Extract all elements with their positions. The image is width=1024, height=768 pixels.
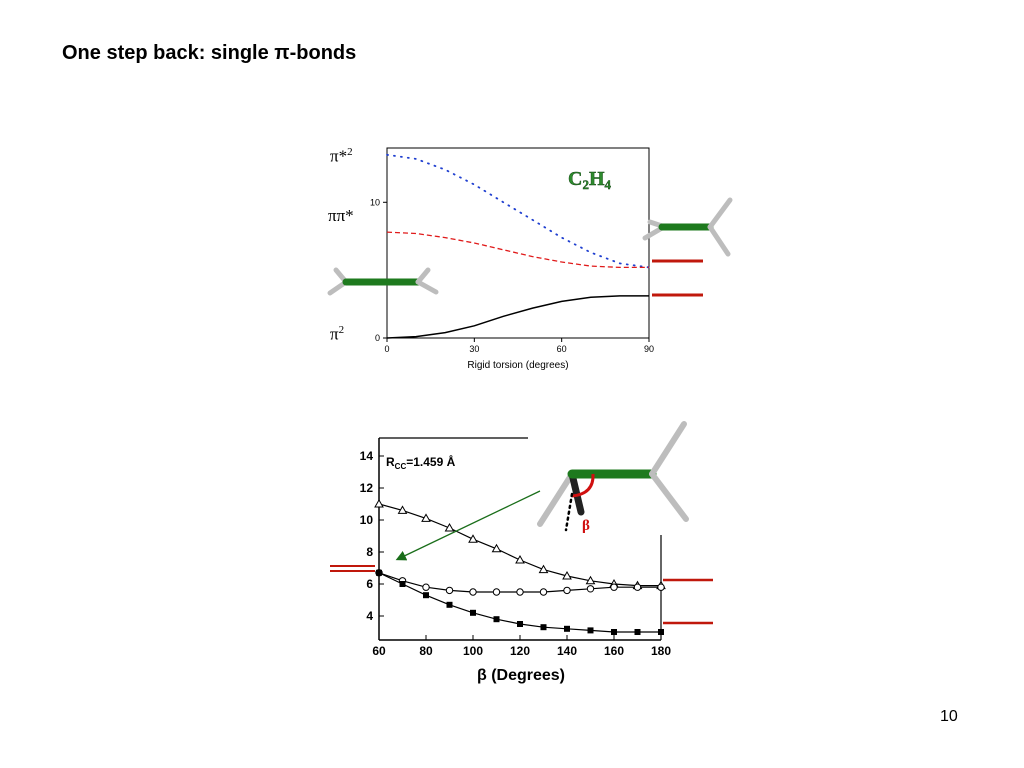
top-plot-xlabel: Rigid torsion (degrees) xyxy=(467,360,568,371)
top-xtick-label: 30 xyxy=(469,344,479,354)
bottom-point-triangle xyxy=(562,570,572,580)
bottom-point-triangle xyxy=(468,534,478,543)
bottom-ytick-label: 8 xyxy=(366,545,373,559)
bottom-point-circle xyxy=(633,583,642,591)
top-plot-ticks: 0 30 60 90 0 10 xyxy=(370,197,654,354)
slide-number: 10 xyxy=(940,708,958,725)
beta-energy-chart: 60 80 100 120 140 160 180 4 6 8 10 12 14 β (Degrees)… xyxy=(330,421,713,684)
state-label-pi-star-squared: π*2 xyxy=(330,146,353,166)
bottom-ytick-label: 10 xyxy=(360,513,374,527)
torsion-energy-chart: 0 30 60 90 0 10 Rigid torsion (degrees) C2H4 xyxy=(327,147,733,371)
state-label-pi-pi-star: ππ* xyxy=(328,206,354,225)
bottom-point-triangle xyxy=(374,498,384,508)
bottom-xtick-label: 80 xyxy=(419,644,433,658)
molecule-label: C2H4 xyxy=(568,168,612,192)
bottom-point-square xyxy=(587,627,594,634)
bottom-ytick-label: 6 xyxy=(366,577,373,591)
bottom-xtick-label: 180 xyxy=(651,644,671,658)
bottom-point-triangle xyxy=(538,564,549,574)
bottom-point-triangle xyxy=(397,505,408,514)
bottom-point-square xyxy=(399,581,406,587)
top-xtick-label: 90 xyxy=(644,344,654,354)
top-ytick-label: 0 xyxy=(375,333,380,343)
bottom-point-square xyxy=(611,629,617,635)
bottom-plot-ticks: 60 80 100 120 140 160 180 4 6 8 10 12 14 xyxy=(360,449,672,658)
bottom-point-triangle xyxy=(444,522,455,532)
bottom-point-square xyxy=(517,621,523,627)
bottom-ytick-label: 14 xyxy=(360,449,374,463)
bottom-point-triangle xyxy=(421,513,431,522)
bottom-point-square xyxy=(376,569,382,576)
rcc-annotation: RCC=1.459 Å xyxy=(386,454,456,471)
top-series-line-1 xyxy=(386,231,649,269)
top-plot-frame xyxy=(386,147,650,339)
bottom-point-circle xyxy=(610,583,618,591)
bottom-point-square xyxy=(446,601,453,608)
correlation-arrow xyxy=(395,490,541,561)
top-series-line-2 xyxy=(386,295,649,339)
slide-title: One step back: single π-bonds xyxy=(62,42,357,64)
bottom-point-square xyxy=(564,625,570,632)
bottom-point-circle xyxy=(516,588,524,596)
top-series-line-0 xyxy=(386,153,650,269)
bent-ethylene-icon xyxy=(537,421,689,532)
bottom-xtick-label: 160 xyxy=(604,644,624,658)
bottom-xtick-label: 100 xyxy=(463,644,483,658)
bottom-point-square xyxy=(634,629,641,635)
twisted-ethylene-icon xyxy=(642,197,733,257)
bottom-point-triangle xyxy=(515,554,525,564)
bottom-series-line-0 xyxy=(378,503,661,587)
bottom-point-circle xyxy=(586,585,595,593)
bottom-point-square xyxy=(493,616,500,623)
bottom-ytick-label: 12 xyxy=(360,481,374,495)
top-xtick-label: 0 xyxy=(384,344,389,354)
top-xtick-label: 60 xyxy=(557,344,567,354)
bottom-xtick-label: 120 xyxy=(510,644,530,658)
bottom-point-circle xyxy=(492,588,501,596)
top-plot-series xyxy=(386,153,650,339)
bottom-plot-xlabel: β (Degrees) xyxy=(477,667,565,684)
bottom-xtick-label: 140 xyxy=(557,644,577,658)
bottom-xtick-label: 60 xyxy=(372,644,386,658)
bottom-point-circle xyxy=(469,588,477,596)
bottom-point-triangle xyxy=(585,575,596,585)
bottom-point-circle xyxy=(445,586,454,595)
bottom-point-triangle xyxy=(491,543,502,553)
bottom-plot-series xyxy=(374,498,666,635)
bottom-point-circle xyxy=(657,583,665,591)
beta-angle-label: β xyxy=(582,518,590,534)
bottom-point-square xyxy=(658,629,664,635)
bottom-point-circle xyxy=(563,586,571,595)
bottom-point-square xyxy=(423,592,429,599)
bottom-point-square xyxy=(470,609,476,616)
bottom-point-square xyxy=(540,624,547,631)
state-label-pi-squared: π2 xyxy=(330,324,345,344)
bottom-point-circle xyxy=(539,588,548,596)
bottom-point-circle xyxy=(422,583,430,591)
top-ytick-label: 10 xyxy=(370,197,380,207)
bottom-ytick-label: 4 xyxy=(366,609,373,623)
planar-ethylene-icon xyxy=(327,267,439,296)
